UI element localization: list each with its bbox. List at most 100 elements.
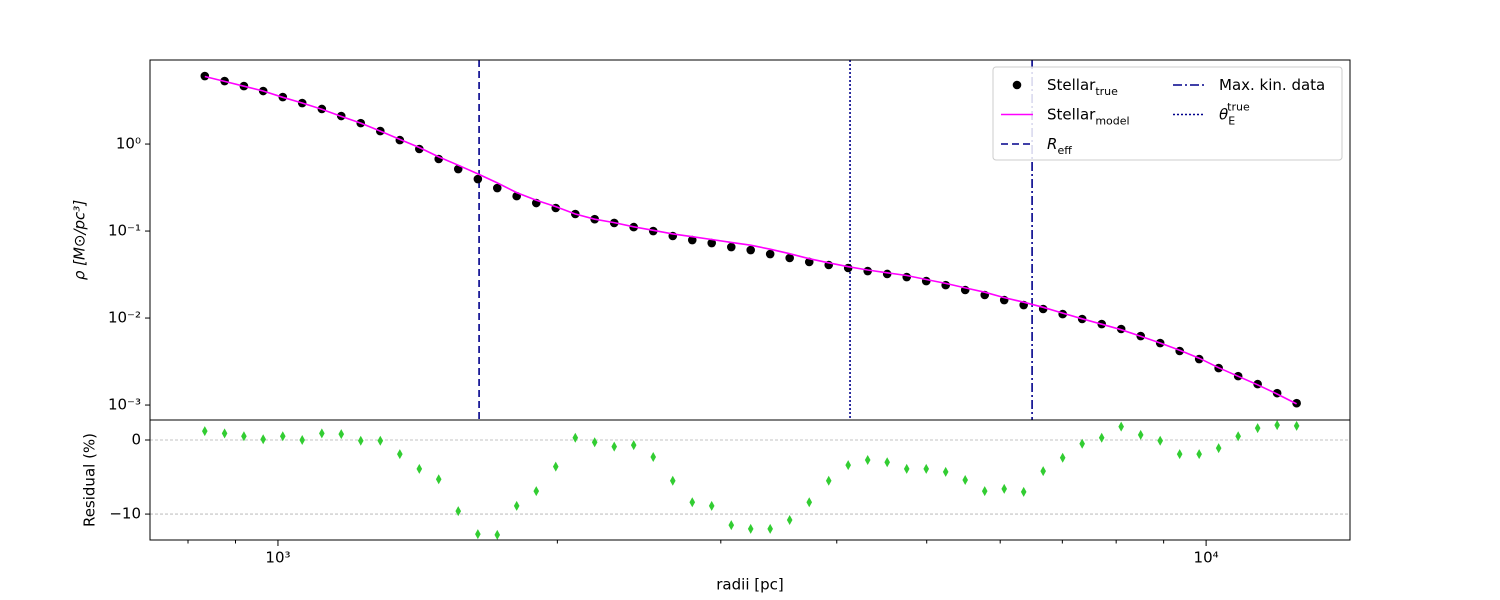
data-point: [1293, 420, 1300, 431]
legend-box: [992, 66, 1343, 161]
x-tick-label: 10⁴: [1194, 549, 1219, 567]
data-point: [552, 461, 559, 472]
data-point: [1001, 483, 1008, 494]
data-point: [746, 245, 756, 255]
data-point: [1118, 421, 1124, 432]
data-point: [630, 440, 637, 451]
data-point: [572, 432, 579, 443]
data-point: [611, 441, 618, 452]
y-tick-label: 0: [131, 431, 141, 449]
plot-frame: [149, 419, 1351, 541]
data-point: [241, 431, 247, 442]
data-point: [1040, 466, 1046, 477]
data-point: [377, 435, 384, 446]
legend-label: Max. kin. data: [1219, 76, 1325, 94]
data-point: [962, 475, 968, 485]
label-main: R: [1047, 135, 1057, 153]
data-point: [221, 428, 228, 439]
data-point: [1098, 432, 1105, 443]
data-point: [513, 500, 520, 511]
data-point: [1235, 431, 1241, 442]
data-point: [1254, 423, 1261, 434]
data-point: [786, 515, 793, 525]
label-sub: true: [1095, 85, 1118, 98]
label-main: Max. kin. data: [1219, 76, 1325, 94]
data-point: [669, 475, 676, 486]
data-point: [533, 486, 540, 497]
data-point: [473, 174, 483, 184]
data-point: [1196, 449, 1202, 460]
data-point: [747, 523, 754, 534]
label-sub: eff: [1057, 144, 1072, 157]
label-main: Stellar: [1047, 105, 1096, 123]
data-point: [708, 500, 715, 511]
data-point: [494, 529, 501, 540]
y-tick-label: 10⁻²: [108, 309, 141, 327]
label-sub: E: [1228, 114, 1235, 127]
data-point: [707, 238, 716, 248]
data-point: [728, 520, 735, 531]
data-point: [416, 463, 423, 474]
data-point: [338, 429, 345, 440]
legend-label: θEtrue: [1219, 101, 1250, 127]
data-point: [726, 242, 736, 252]
data-point: [357, 435, 364, 446]
data-point: [767, 523, 773, 534]
data-point: [201, 426, 208, 437]
panel: 10⁻³ 10⁻² 10⁻¹ 10⁰ ρ [M⊙/pc³]: [71, 59, 1351, 421]
legend-marker: [1012, 80, 1022, 90]
data-point: [845, 460, 851, 471]
label-sub: model: [1095, 114, 1129, 127]
data-point: [1176, 449, 1183, 460]
x-tick-label: 10³: [265, 549, 290, 567]
data-point: [765, 249, 775, 259]
data-point: [806, 497, 813, 508]
data-point: [397, 449, 403, 460]
data-point: [299, 435, 306, 445]
data-point: [492, 183, 502, 193]
y-tick-label: 10⁻³: [108, 396, 141, 414]
x-axis-label: radii [pc]: [716, 576, 783, 594]
data-point: [435, 474, 442, 485]
data-point: [1079, 438, 1085, 449]
data-point: [650, 452, 657, 463]
data-point: [319, 428, 325, 439]
data-point: [1137, 429, 1144, 440]
data-point: [687, 235, 697, 245]
y-tick-label: 10⁰: [116, 135, 141, 153]
data-point: [942, 466, 949, 477]
label-main: θ: [1219, 105, 1228, 123]
legend-label: Reff: [1047, 135, 1072, 157]
data-point: [455, 506, 462, 517]
data-point: [200, 71, 210, 81]
data-point: [1274, 420, 1280, 431]
data-point: [1059, 452, 1066, 463]
label-main: Stellar: [1047, 76, 1096, 94]
y-tick-label: −10: [109, 505, 141, 523]
data-point: [903, 463, 910, 474]
data-point: [923, 463, 930, 474]
y-axis-label: Residual (%): [81, 433, 99, 527]
data-point: [260, 434, 266, 445]
data-point: [884, 457, 890, 468]
data-point: [825, 475, 832, 486]
data-point: [434, 154, 444, 164]
panel: −10 0 10³ 10⁴ Residual (%) radii [pc]: [81, 419, 1351, 594]
data-point: [475, 529, 481, 540]
data-point: [902, 272, 912, 282]
legend-label: Stellartrue: [1047, 76, 1118, 98]
model-line: [204, 75, 1297, 405]
data-point: [1020, 486, 1027, 497]
data-point: [689, 497, 696, 508]
data-point: [1157, 435, 1163, 446]
data-point: [279, 431, 286, 442]
data-point: [1215, 443, 1222, 454]
data-point: [981, 486, 988, 497]
data-point: [864, 455, 871, 465]
data-point: [921, 276, 931, 286]
data-point: [591, 437, 598, 448]
label-sup: true: [1227, 101, 1250, 114]
y-tick-label: 10⁻¹: [108, 222, 141, 240]
